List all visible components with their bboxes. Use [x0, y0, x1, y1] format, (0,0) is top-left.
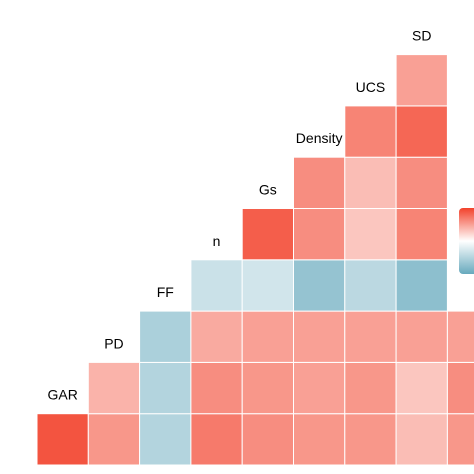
heatmap-cell-ucs-sd	[395, 105, 448, 158]
heatmap-cell-density-ucs	[344, 156, 397, 209]
heatmap-cell-ff-ff	[139, 310, 192, 363]
heatmap-cell-ff-n	[190, 310, 243, 363]
heatmap-cell-n-density	[293, 259, 346, 312]
heatmap-cells	[36, 54, 474, 466]
heatmap-cell-density-density	[293, 156, 346, 209]
heatmap-cell-pd-n	[190, 361, 243, 415]
heatmap-cell-gar-gs	[241, 413, 294, 466]
heatmap-cell-n-sd	[395, 259, 448, 312]
heatmap-cell-gar-ucs	[344, 413, 397, 466]
variable-label-n: n	[213, 233, 221, 249]
variable-label-gs: Gs	[259, 182, 277, 198]
heatmap-cell-ff-e	[446, 310, 474, 363]
variable-label-ucs: UCS	[356, 79, 386, 95]
heatmap-cell-n-n	[190, 259, 243, 312]
heatmap-cell-gar-sd	[395, 413, 448, 466]
heatmap-cell-pd-sd	[395, 361, 448, 415]
variable-labels: GARPDFFnGsDensityUCSSDE	[47, 28, 431, 403]
heatmap-cell-ff-ucs	[344, 310, 397, 363]
heatmap-cell-pd-density	[293, 361, 346, 415]
heatmap-cell-gs-density	[293, 208, 346, 261]
variable-label-ff: FF	[157, 284, 174, 300]
heatmap-cell-pd-e	[446, 361, 474, 415]
heatmap-cell-gar-density	[293, 413, 346, 466]
heatmap-cell-ucs-ucs	[344, 105, 397, 158]
heatmap-cell-gs-sd	[395, 208, 448, 261]
heatmap-cell-n-gs	[241, 259, 294, 312]
variable-label-gar: GAR	[47, 387, 77, 403]
color-legend	[459, 208, 474, 274]
heatmap-cell-gar-ff	[139, 413, 192, 466]
variable-label-density: Density	[296, 130, 343, 146]
heatmap-cell-gs-gs	[241, 208, 294, 261]
heatmap-cell-ff-sd	[395, 310, 448, 363]
heatmap-cell-ff-gs	[241, 310, 294, 363]
heatmap-cell-density-sd	[395, 156, 448, 209]
colorbar	[459, 208, 474, 274]
heatmap-cell-ff-density	[293, 310, 346, 363]
variable-label-pd: PD	[104, 335, 123, 351]
heatmap-cell-sd-sd	[395, 54, 448, 107]
heatmap-cell-gs-ucs	[344, 208, 397, 261]
heatmap-cell-pd-gs	[241, 361, 294, 415]
heatmap-cell-n-ucs	[344, 259, 397, 312]
heatmap-cell-gar-n	[190, 413, 243, 466]
heatmap-cell-pd-pd	[87, 361, 141, 415]
heatmap-cell-gar-gar	[36, 413, 89, 466]
variable-label-sd: SD	[412, 28, 431, 44]
heatmap-cell-pd-ucs	[344, 361, 397, 415]
heatmap-cell-pd-ff	[139, 361, 192, 415]
heatmap-cell-gar-pd	[87, 413, 141, 466]
heatmap-cell-gar-e	[446, 413, 474, 466]
